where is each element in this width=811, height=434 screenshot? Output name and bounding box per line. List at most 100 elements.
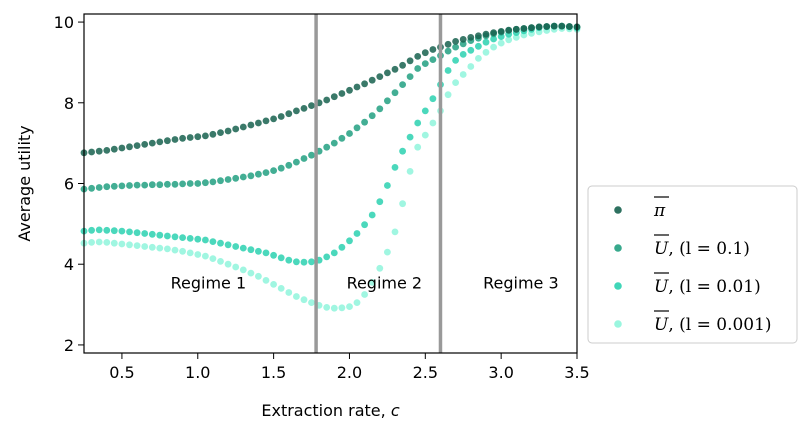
data-point [391,65,399,73]
data-point [330,139,338,147]
data-point [209,130,217,138]
data-point [368,112,376,120]
x-tick-label: 2.5 [413,363,438,382]
data-point [262,277,270,284]
data-point [512,34,520,41]
data-point [406,57,414,65]
data-point [300,105,308,112]
data-point [421,131,429,139]
data-point [512,25,520,33]
data-point [88,184,95,192]
y-axis-label: Average utility [15,125,34,241]
data-point [391,228,399,236]
data-point [118,227,126,235]
legend-marker [614,244,622,252]
regime-annotations: Regime 1 Regime 2 Regime 3 [171,273,559,292]
y-tick-label: 8 [64,94,74,113]
data-point [399,61,406,69]
x-tick-label: 1.5 [261,363,286,382]
data-point [202,236,209,244]
data-point [141,230,149,237]
data-point [118,240,126,248]
data-point [194,133,202,141]
data-point [346,237,353,245]
data-point [156,231,164,239]
data-point [452,43,459,51]
data-point [148,230,156,238]
data-point [209,178,217,186]
data-point [406,73,414,80]
data-point [444,91,452,99]
data-point [467,34,475,41]
data-point [376,105,384,113]
data-point [141,243,149,250]
data-point [110,145,118,153]
data-point [186,249,194,257]
data-point [285,289,293,296]
data-point [368,279,376,286]
data-point [300,155,308,162]
data-point [406,168,414,175]
data-point [186,235,194,242]
data-point [110,239,118,247]
data-point [88,148,95,156]
data-point [270,115,277,123]
data-point [338,134,346,142]
data-point [429,46,437,53]
data-point [194,235,202,243]
data-point [95,184,103,191]
data-point [353,230,361,237]
data-point [467,46,475,54]
data-point [88,226,95,234]
series-0 [80,22,581,157]
scatter-points [80,22,581,312]
data-point [164,245,171,253]
data-point [353,124,361,132]
data-point [353,299,361,306]
data-point [353,83,361,91]
data-point [262,117,270,125]
data-point [406,133,414,141]
data-point [179,247,187,255]
data-point [338,304,346,312]
data-point [452,57,459,64]
data-point [209,238,217,246]
data-point [88,239,95,246]
regime-boundaries [314,14,443,353]
data-point [186,134,194,141]
data-point [277,164,285,172]
legend-item: U, (l = 0.001) [614,310,772,335]
data-point [277,113,285,120]
data-point [293,258,300,266]
data-point [277,285,285,292]
data-point [429,119,437,127]
data-point [285,110,293,118]
data-point [133,142,141,150]
data-point [490,35,497,43]
regime-label-3: Regime 3 [483,273,559,292]
data-point [239,173,247,181]
data-point [95,147,103,155]
data-point [467,63,475,70]
legend-box [587,185,798,344]
data-point [384,97,391,105]
data-point [171,136,179,143]
data-point [255,272,262,280]
data-point [239,244,247,252]
legend-marker [614,282,622,290]
data-point [133,229,141,237]
data-point [194,180,202,187]
data-point [270,251,277,259]
x-tick-label: 0.5 [109,363,134,382]
data-point [209,255,217,262]
data-point [202,252,209,260]
data-point [164,180,171,188]
data-point [293,158,300,166]
data-point [528,24,535,32]
data-point [247,269,255,277]
data-point [239,123,247,131]
y-tick-label: 2 [64,336,74,355]
data-point [126,182,133,189]
data-point [277,254,285,262]
